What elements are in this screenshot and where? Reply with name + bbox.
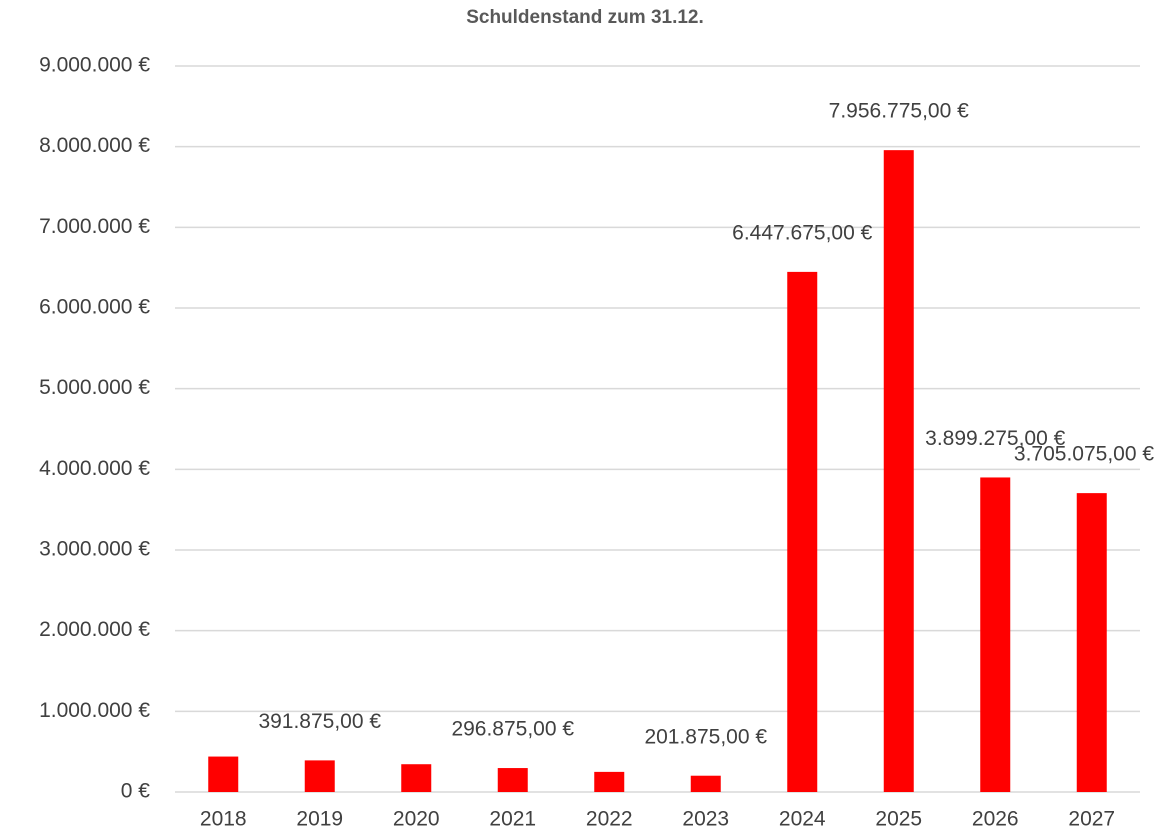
x-tick-label: 2018 bbox=[200, 808, 247, 831]
y-tick-label: 9.000.000 € bbox=[39, 54, 150, 77]
x-tick-label: 2019 bbox=[296, 808, 343, 831]
y-tick-label: 4.000.000 € bbox=[39, 457, 150, 480]
y-tick-label: 7.000.000 € bbox=[39, 215, 150, 238]
bar bbox=[594, 771, 625, 792]
data-label: 6.447.675,00 € bbox=[732, 221, 872, 244]
data-label: 3.899.275,00 € bbox=[925, 427, 1065, 450]
x-tick-label: 2026 bbox=[972, 808, 1019, 831]
x-tick-label: 2023 bbox=[682, 808, 729, 831]
chart-title: Schuldenstand zum 31.12. bbox=[466, 7, 704, 28]
y-tick-label: 8.000.000 € bbox=[39, 134, 150, 157]
bar bbox=[787, 271, 818, 792]
bar bbox=[497, 768, 528, 792]
x-tick-label: 2022 bbox=[586, 808, 633, 831]
x-tick-label: 2025 bbox=[875, 808, 922, 831]
bar bbox=[401, 764, 432, 792]
x-tick-label: 2027 bbox=[1068, 808, 1115, 831]
bar bbox=[690, 775, 721, 792]
y-tick-label: 5.000.000 € bbox=[39, 376, 150, 399]
x-tick-label: 2024 bbox=[779, 808, 826, 831]
bar bbox=[980, 477, 1011, 792]
y-tick-label: 2.000.000 € bbox=[39, 618, 150, 641]
bar bbox=[883, 150, 914, 792]
data-label: 296.875,00 € bbox=[451, 718, 574, 741]
bar bbox=[1076, 493, 1107, 792]
x-tick-label: 2021 bbox=[489, 808, 536, 831]
y-tick-label: 3.000.000 € bbox=[39, 538, 150, 561]
bar bbox=[208, 756, 239, 792]
y-tick-label: 6.000.000 € bbox=[39, 296, 150, 319]
y-tick-label: 1.000.000 € bbox=[39, 699, 150, 722]
data-label: 7.956.775,00 € bbox=[829, 100, 969, 123]
x-tick-label: 2020 bbox=[393, 808, 440, 831]
data-label: 3.705.075,00 € bbox=[1014, 443, 1154, 466]
bar bbox=[304, 760, 335, 792]
data-label: 391.875,00 € bbox=[258, 710, 381, 733]
data-label: 201.875,00 € bbox=[644, 725, 767, 748]
y-tick-label: 0 € bbox=[121, 780, 151, 803]
